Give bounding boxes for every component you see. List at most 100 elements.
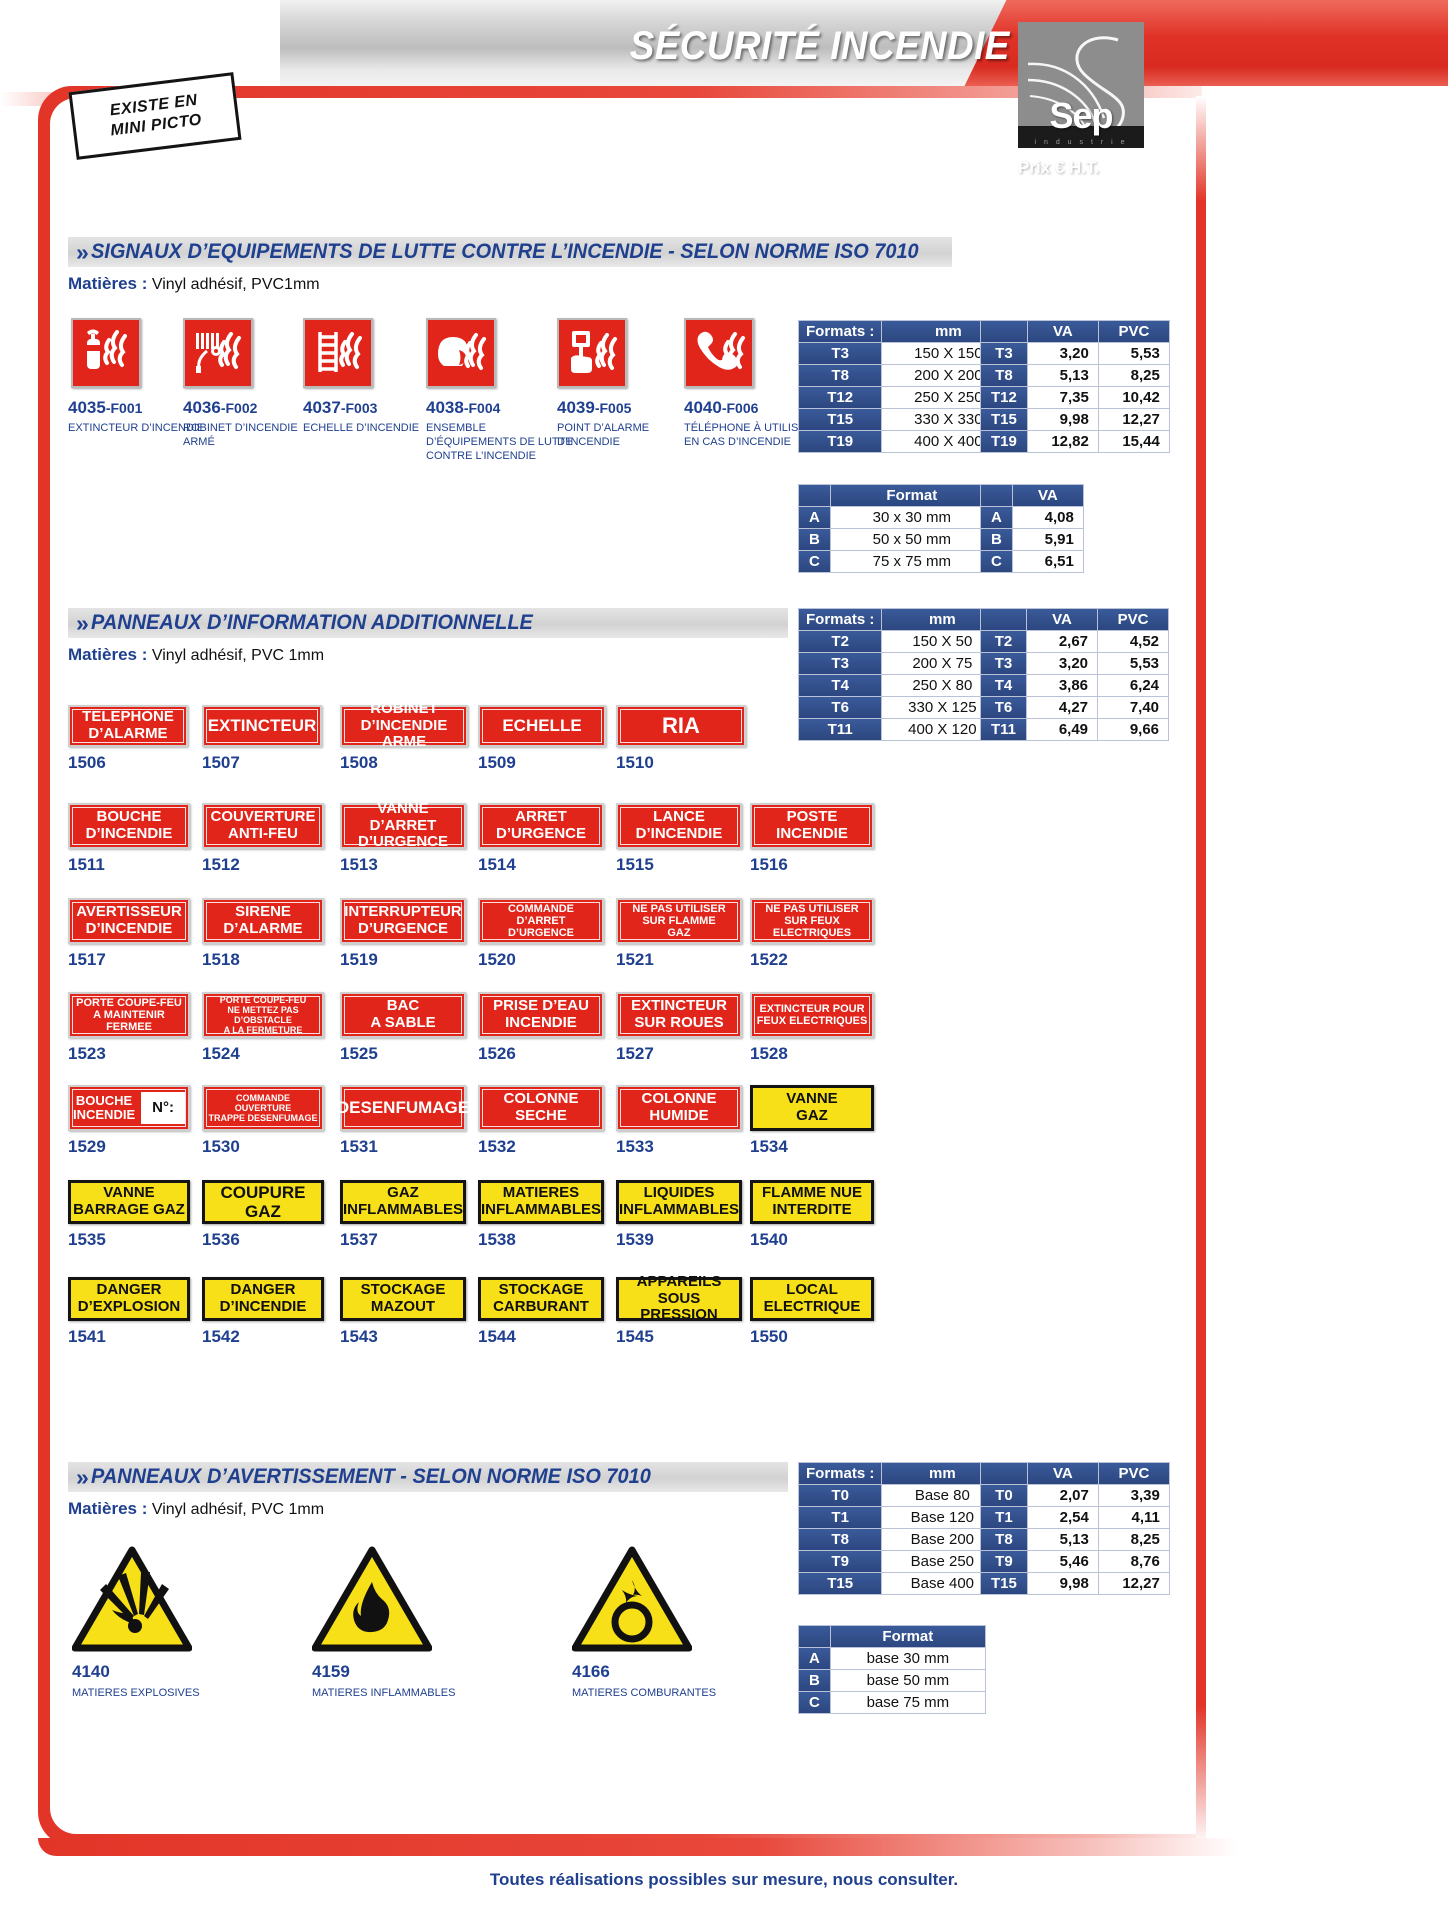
panel-1539[interactable]: LIQUIDES INFLAMMABLES xyxy=(616,1180,742,1224)
panel-1514[interactable]: ARRET D’URGENCE xyxy=(478,803,604,849)
page-title: SÉCURITÉ INCENDIE xyxy=(629,23,1010,68)
panel-1528[interactable]: EXTINCTEUR POUR FEUX ELECTRIQUES xyxy=(750,992,874,1038)
panel-text-1534: VANNE GAZ xyxy=(786,1090,838,1124)
company-logo: Sep i n d u s t r i e xyxy=(1018,22,1144,148)
price-va: 2,07 xyxy=(1027,1485,1098,1506)
price-key: T19 xyxy=(981,431,1027,452)
panel-text-1541: DANGER D’EXPLOSION xyxy=(77,1281,181,1315)
panel-1515[interactable]: LANCE D’INCENDIE xyxy=(616,803,742,849)
panel-inner-1511: BOUCHE D’INCENDIE xyxy=(72,807,186,845)
panel-number-box-1529[interactable]: N°: xyxy=(141,1092,185,1124)
price-pvc: 12,27 xyxy=(1098,1573,1169,1594)
panel-1527[interactable]: EXTINCTEUR SUR ROUES xyxy=(616,992,742,1038)
panel-text-1520: COMMANDE D’ARRET D’URGENCE xyxy=(507,902,574,940)
section1-formats-table: Formats : mm T3 150 X 150 T8 200 X 200 T12… xyxy=(798,320,1016,453)
panel-1531[interactable]: DESENFUMAGE xyxy=(337,1085,469,1131)
panel-text-1515: LANCE D’INCENDIE xyxy=(635,808,723,842)
panel-inner-1524: PORTE COUPE-FEU NE METTEZ PAS D’OBSTACLE A… xyxy=(206,995,320,1035)
panel-1506[interactable]: TELEPHONE D’ALARME xyxy=(68,705,188,747)
picto-ref-4037: 4037-F003 xyxy=(303,398,377,418)
panel-1530[interactable]: COMMANDE OUVERTURE TRAPPE DESENFUMAGE xyxy=(202,1085,324,1131)
section1-materials-value: Vinyl adhésif, PVC1mm xyxy=(151,276,320,293)
panel-1517[interactable]: AVERTISSEUR D’INCENDIE xyxy=(68,898,190,944)
picto-fire-alarm-call-point xyxy=(557,318,627,388)
panel-inner-1544: STOCKAGE CARBURANT xyxy=(481,1280,601,1318)
panel-1510[interactable]: RIA xyxy=(616,705,746,747)
picto-ref-suffix-4037: -F003 xyxy=(340,400,378,416)
panel-1508[interactable]: ROBINET D’INCENDIE ARME xyxy=(340,700,468,750)
panel-1526[interactable]: PRISE D’EAU INCENDIE xyxy=(478,992,604,1038)
table-row: T11 400 X 120 xyxy=(799,719,1003,740)
panel-ref-1534: 1534 xyxy=(750,1137,788,1156)
picto-fire-hose-reel xyxy=(183,318,253,388)
price-key: T2 xyxy=(981,631,1027,652)
format-value: 200 X 75 xyxy=(882,653,1003,674)
panel-1535[interactable]: VANNE BARRAGE GAZ xyxy=(68,1180,190,1224)
picto-ref-num-4037: 4037 xyxy=(303,398,341,417)
panel-1541[interactable]: DANGER D’EXPLOSION xyxy=(68,1277,190,1321)
mini-format-key: A xyxy=(799,1648,830,1669)
panel-1532[interactable]: COLONNE SECHE xyxy=(478,1085,604,1131)
panel-1513[interactable]: VANNE D’ARRET D’URGENCE xyxy=(340,800,466,850)
picto-desc-4040: TÉLÉPHONE À UTILISER EN CAS D’INCENDIE xyxy=(684,422,814,448)
panel-text-1510: RIA xyxy=(662,712,700,738)
panel-1522[interactable]: NE PAS UTILISER SUR FEUX ELECTRIQUES xyxy=(750,898,874,944)
panel-text-1526: PRISE D’EAU INCENDIE xyxy=(493,997,589,1031)
price-pvc: 8,25 xyxy=(1098,365,1169,386)
panel-1538[interactable]: MATIERES INFLAMMABLES xyxy=(478,1180,604,1224)
format-key: T12 xyxy=(799,387,882,408)
panel-text-1511: BOUCHE D’INCENDIE xyxy=(85,808,173,842)
panel-1509[interactable]: ECHELLE xyxy=(478,705,606,747)
panel-ref-1518: 1518 xyxy=(202,950,240,969)
fire-extinguisher-icon xyxy=(84,329,127,369)
fire-equipment-icon xyxy=(438,333,486,370)
panel-1525[interactable]: BAC A SABLE xyxy=(340,992,466,1038)
panel-inner-1508: ROBINET D’INCENDIE ARME xyxy=(344,700,464,750)
panel-ref-1529: 1529 xyxy=(68,1137,106,1156)
panel-1519[interactable]: INTERRUPTEUR D’URGENCE xyxy=(340,898,466,944)
triangle-oxidizing xyxy=(571,1546,693,1652)
panel-1540[interactable]: FLAMME NUE INTERDITE xyxy=(750,1180,874,1224)
panel-1521[interactable]: NE PAS UTILISER SUR FLAMME GAZ xyxy=(616,898,742,944)
panel-1543[interactable]: STOCKAGE MAZOUT xyxy=(340,1277,466,1321)
panel-1542[interactable]: DANGER D’INCENDIE xyxy=(202,1277,324,1321)
panel-1550[interactable]: LOCAL ELECTRIQUE xyxy=(750,1277,874,1321)
mm-col-header: mm xyxy=(882,609,1003,630)
table-row: T8 5,13 8,25 xyxy=(981,1529,1169,1550)
panel-1534[interactable]: VANNE GAZ xyxy=(750,1085,874,1131)
table-header-row: VA PVC xyxy=(981,321,1169,342)
table-row: T2 2,67 4,52 xyxy=(981,631,1169,652)
panel-ref-1509: 1509 xyxy=(478,753,516,772)
picto-desc-4038: ENSEMBLE D’ÉQUIPEMENTS DE LUTTE CONTRE L… xyxy=(426,422,573,462)
triangle-ref-4159: 4159 xyxy=(312,1662,350,1681)
panel-1533[interactable]: COLONNE HUMIDE xyxy=(616,1085,742,1131)
section3-materials-label: Matières : xyxy=(68,1499,148,1518)
panel-1545[interactable]: APPAREILS SOUS PRESSION xyxy=(616,1273,742,1323)
panel-inner-1527: EXTINCTEUR SUR ROUES xyxy=(620,996,738,1034)
panel-inner-1525: BAC A SABLE xyxy=(344,996,462,1034)
panel-1520[interactable]: COMMANDE D’ARRET D’URGENCE xyxy=(478,898,604,944)
va-col-header: VA xyxy=(1027,1463,1098,1484)
panel-1507[interactable]: EXTINCTEUR xyxy=(202,705,322,747)
price-key: T15 xyxy=(981,409,1027,430)
panel-1537[interactable]: GAZ INFLAMMABLES xyxy=(340,1180,466,1224)
panel-1511[interactable]: BOUCHE D’INCENDIE xyxy=(68,803,190,849)
format-key: T4 xyxy=(799,675,882,696)
panel-text-1539: LIQUIDES INFLAMMABLES xyxy=(619,1184,739,1218)
panel-1524[interactable]: PORTE COUPE-FEU NE METTEZ PAS D’OBSTACLE A… xyxy=(202,992,324,1038)
format-key: T2 xyxy=(799,631,882,652)
panel-ref-1515: 1515 xyxy=(616,855,654,874)
panel-1536[interactable]: COUPURE GAZ xyxy=(202,1180,324,1224)
panel-1523[interactable]: PORTE COUPE-FEU A MAINTENIR FERMEE xyxy=(68,992,190,1038)
picto-ref-4038: 4038-F004 xyxy=(426,398,500,418)
panel-text-1543: STOCKAGE MAZOUT xyxy=(360,1281,446,1315)
panel-1518[interactable]: SIRENE D’ALARME xyxy=(202,898,324,944)
panel-inner-1526: PRISE D’EAU INCENDIE xyxy=(482,996,600,1034)
panel-1516[interactable]: POSTE INCENDIE xyxy=(750,803,874,849)
panel-1512[interactable]: COUVERTURE ANTI-FEU xyxy=(202,803,324,849)
price-va: 4,27 xyxy=(1027,697,1098,718)
panel-1529[interactable]: BOUCHE INCENDIE N°: xyxy=(68,1085,190,1131)
panel-1544[interactable]: STOCKAGE CARBURANT xyxy=(478,1277,604,1321)
picto-fire-equipment xyxy=(426,318,496,388)
